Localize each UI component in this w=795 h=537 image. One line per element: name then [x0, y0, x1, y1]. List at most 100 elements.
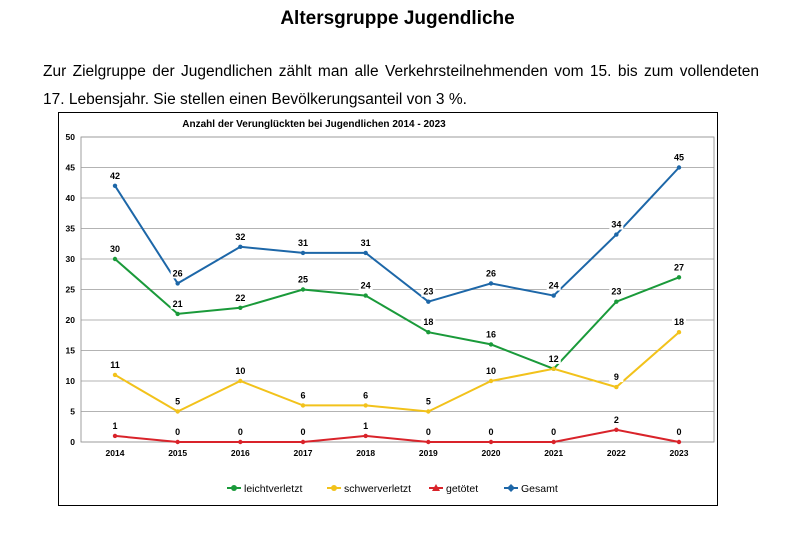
data-label-Gesamt: 31: [298, 238, 308, 248]
series-line-schwerverletzt: [114, 331, 680, 413]
data-label-bg: [233, 230, 248, 242]
legend-marker-getötet: [432, 484, 440, 491]
data-label-bg: [484, 267, 498, 279]
y-tick-label: 45: [66, 163, 76, 173]
data-label-Gesamt: 26: [173, 268, 183, 278]
line-chart: Anzahl der Verunglückten bei Jugendliche…: [66, 119, 715, 495]
data-label-bg: [108, 243, 122, 254]
x-tick-label: 2023: [670, 448, 689, 458]
data-label-bg: [672, 426, 686, 437]
data-point-leichtverletzt: [426, 330, 431, 335]
data-point-leichtverletzt: [614, 299, 619, 304]
legend-marker-schwerverletzt: [331, 485, 337, 491]
data-label-getötet: 1: [363, 421, 368, 431]
data-label-bg: [170, 395, 185, 407]
y-tick-label: 50: [66, 132, 76, 142]
data-label-Gesamt: 23: [423, 287, 433, 297]
data-label-schwerverletzt: 18: [674, 317, 684, 327]
data-label-leichtverletzt: 18: [423, 317, 433, 327]
data-label-leichtverletzt: 23: [611, 287, 621, 297]
data-label-Gesamt: 31: [361, 238, 371, 248]
data-label-leichtverletzt: 24: [361, 281, 371, 291]
data-point-getötet: [426, 439, 431, 445]
legend-label-leichtverletzt: leichtverletzt: [244, 483, 302, 495]
data-label-bg: [233, 426, 248, 437]
data-label-bg: [421, 395, 436, 407]
data-point-getötet: [112, 433, 118, 439]
data-label-bg: [233, 365, 248, 376]
legend-marker-Gesamt: [507, 484, 515, 492]
data-point-Gesamt: [363, 250, 368, 256]
data-label-bg: [672, 261, 686, 273]
data-point-schwerverletzt: [112, 372, 118, 378]
data-point-schwerverletzt: [551, 366, 556, 371]
data-label-bg: [108, 358, 122, 370]
data-point-schwerverletzt: [676, 330, 682, 335]
y-tick-label: 15: [66, 346, 76, 356]
x-tick-label: 2017: [294, 448, 313, 458]
x-tick-label: 2022: [607, 448, 626, 458]
data-point-leichtverletzt: [238, 305, 243, 310]
data-label-bg: [296, 426, 310, 437]
legend-marker-leichtverletzt: [231, 485, 237, 491]
data-label-getötet: 2: [614, 415, 619, 425]
data-label-bg: [546, 279, 561, 291]
data-point-getötet: [676, 439, 682, 445]
legend-label-Gesamt: Gesamt: [521, 483, 558, 495]
data-label-getötet: 1: [112, 421, 117, 431]
x-tick-label: 2015: [168, 448, 187, 458]
data-point-Gesamt: [426, 299, 431, 304]
data-label-schwerverletzt: 11: [110, 360, 120, 370]
data-label-schwerverletzt: 10: [235, 366, 245, 376]
data-label-leichtverletzt: 30: [110, 244, 120, 254]
data-label-schwerverletzt: 5: [426, 397, 431, 407]
data-point-getötet: [363, 433, 368, 439]
data-label-schwerverletzt: 5: [175, 397, 180, 407]
data-label-bg: [170, 426, 185, 437]
data-label-getötet: 0: [426, 427, 431, 437]
data-label-bg: [296, 236, 310, 248]
data-label-leichtverletzt: 27: [674, 262, 684, 272]
data-point-getötet: [488, 439, 494, 445]
data-label-bg: [609, 218, 624, 230]
data-label-Gesamt: 26: [486, 268, 496, 278]
series-line-getötet: [114, 428, 680, 443]
data-label-bg: [296, 389, 310, 401]
data-label-getötet: 0: [238, 427, 243, 437]
x-tick-label: 2016: [231, 448, 250, 458]
data-point-schwerverletzt: [426, 409, 431, 414]
data-label-Gesamt: 42: [110, 171, 120, 181]
data-label-bg: [672, 316, 686, 328]
data-label-schwerverletzt: 6: [363, 390, 368, 400]
x-tick-label: 2014: [106, 448, 125, 458]
data-point-Gesamt: [175, 281, 180, 286]
y-tick-label: 0: [70, 437, 75, 447]
data-point-getötet: [238, 439, 243, 445]
data-point-getötet: [614, 427, 619, 432]
data-point-schwerverletzt: [488, 378, 494, 384]
data-label-getötet: 0: [175, 427, 180, 437]
data-label-leichtverletzt: 16: [486, 329, 496, 339]
chart-frame: Anzahl der Verunglückten bei Jugendliche…: [58, 112, 718, 506]
x-tick-label: 2019: [419, 448, 438, 458]
data-label-bg: [358, 419, 373, 431]
data-label-bg: [546, 352, 561, 364]
data-point-schwerverletzt: [300, 403, 306, 408]
data-label-bg: [484, 328, 498, 340]
y-tick-label: 25: [66, 285, 76, 295]
data-label-bg: [609, 413, 624, 425]
data-point-leichtverletzt: [676, 275, 682, 280]
data-label-bg: [358, 389, 373, 401]
y-tick-label: 20: [66, 315, 76, 325]
data-point-Gesamt: [300, 250, 306, 256]
data-label-leichtverletzt: 22: [235, 293, 245, 303]
data-point-getötet: [551, 439, 556, 445]
data-label-bg: [484, 426, 498, 437]
data-label-getötet: 0: [488, 427, 493, 437]
data-label-bg: [108, 169, 122, 181]
data-point-leichtverletzt: [175, 311, 180, 317]
page-heading: Altersgruppe Jugendliche: [280, 8, 515, 29]
data-label-Gesamt: 24: [549, 281, 559, 291]
data-label-schwerverletzt: 12: [549, 354, 559, 364]
data-point-Gesamt: [488, 281, 494, 286]
